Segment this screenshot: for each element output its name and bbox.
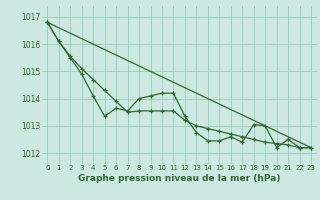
X-axis label: Graphe pression niveau de la mer (hPa): Graphe pression niveau de la mer (hPa) <box>78 174 280 183</box>
